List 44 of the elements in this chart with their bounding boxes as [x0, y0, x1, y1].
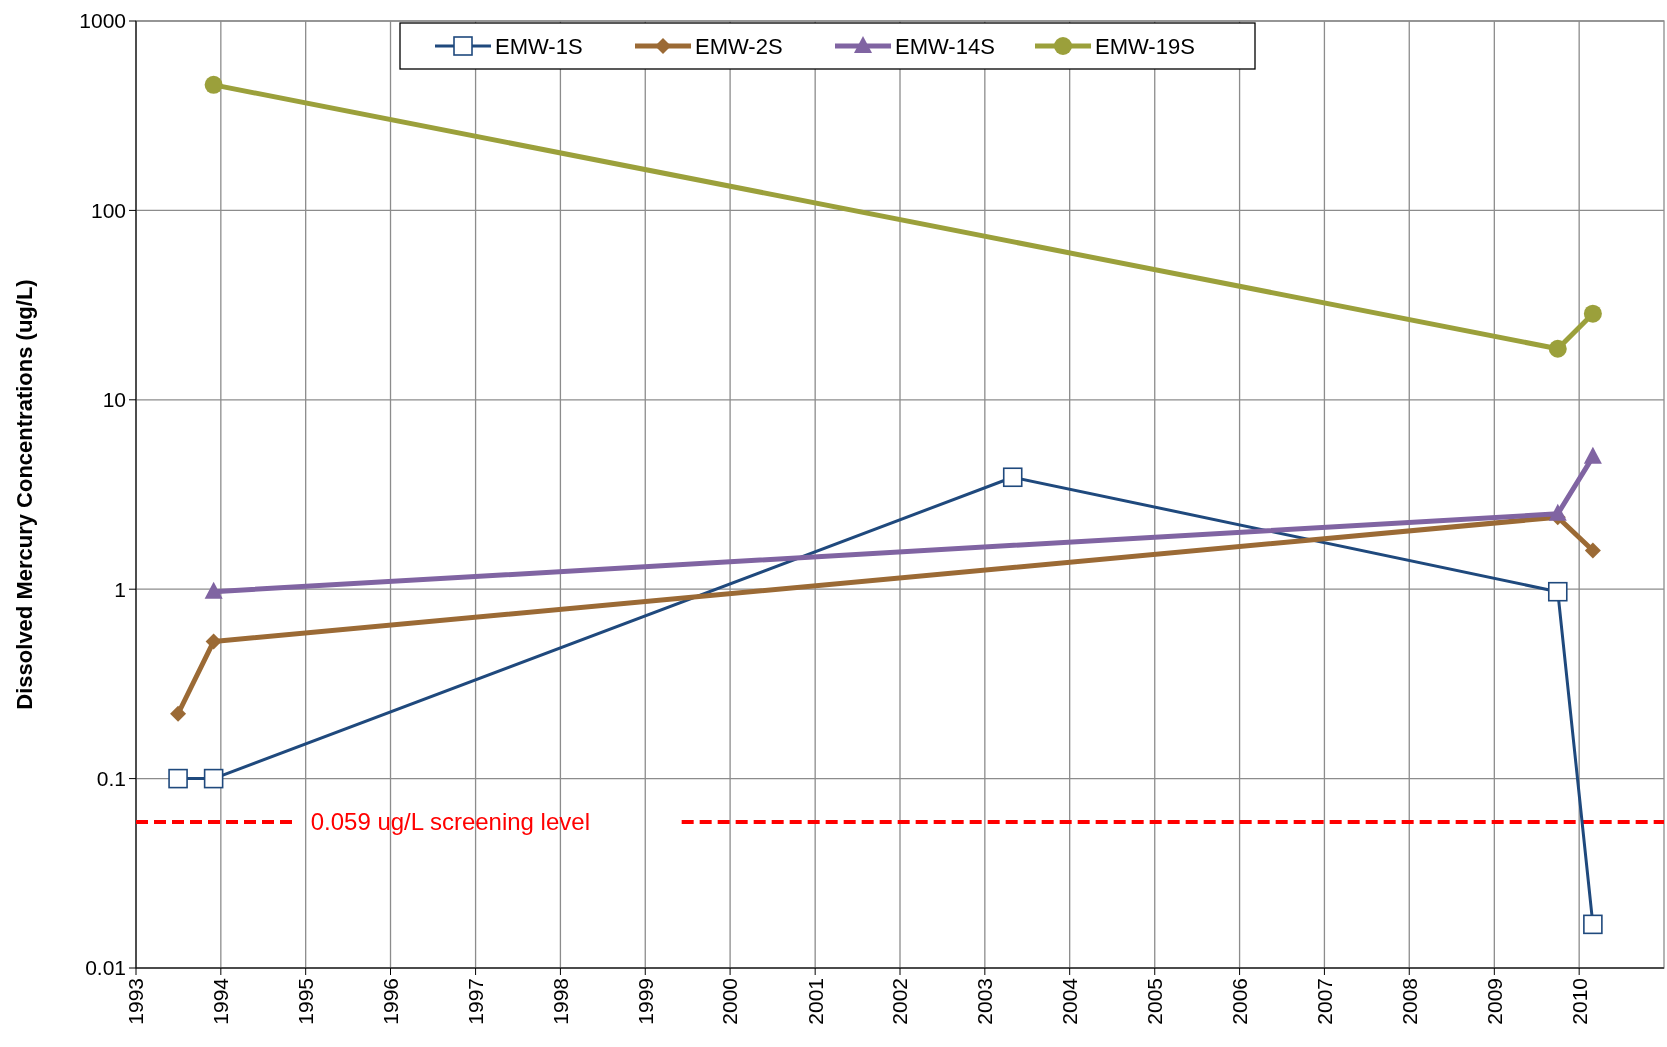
- point: [1002, 467, 1023, 488]
- point: [204, 581, 223, 599]
- x-tick-label: 1999: [633, 978, 657, 1025]
- point: [1584, 542, 1601, 559]
- x-tick-label: 2005: [1143, 978, 1167, 1025]
- y-tick-label: 10: [102, 388, 126, 412]
- x-tick-label: 2004: [1058, 977, 1082, 1025]
- x-tick-label: 2001: [803, 978, 827, 1025]
- x-tick-label: 1995: [294, 978, 318, 1025]
- legend-label: EMW-19S: [1095, 33, 1195, 59]
- point: [1547, 581, 1568, 602]
- x-tick-label: 2003: [973, 978, 997, 1025]
- y-tick-label: 1: [114, 577, 126, 601]
- x-tick-label: 1993: [124, 978, 148, 1025]
- y-tick-label: 100: [90, 198, 126, 222]
- point: [1548, 339, 1567, 358]
- point: [1583, 914, 1603, 935]
- y-tick-label: 0.01: [85, 956, 126, 980]
- point: [170, 705, 187, 722]
- x-tick-label: 2008: [1397, 978, 1421, 1025]
- legend-label: EMW-14S: [895, 33, 995, 59]
- point: [1548, 503, 1567, 521]
- x-tick-label: 1998: [548, 978, 572, 1025]
- legend-label: EMW-2S: [695, 33, 783, 59]
- y-tick-label: 0.1: [96, 766, 126, 790]
- x-tick-label: 2002: [888, 978, 912, 1025]
- x-tick-label: 2007: [1312, 978, 1336, 1025]
- point: [168, 768, 188, 789]
- x-tick-label: 1997: [463, 978, 487, 1025]
- point: [1583, 304, 1602, 323]
- point: [203, 768, 224, 789]
- point: [205, 633, 222, 650]
- x-tick-label: 2010: [1567, 978, 1591, 1025]
- x-tick-label: 2009: [1482, 978, 1506, 1025]
- point: [204, 75, 223, 94]
- x-tick-label: 1994: [209, 977, 233, 1025]
- ref-line-label: 0.059 ug/L screening level: [310, 808, 590, 836]
- x-tick-label: 1996: [378, 978, 402, 1025]
- y-axis-title: Dissolved Mercury Concentrations (ug/L): [12, 279, 37, 710]
- x-tick-label: 2006: [1227, 978, 1251, 1025]
- y-tick-label: 1000: [79, 9, 126, 33]
- legend-label: EMW-1S: [495, 33, 583, 59]
- point: [1583, 446, 1602, 464]
- x-tick-label: 2000: [718, 978, 742, 1025]
